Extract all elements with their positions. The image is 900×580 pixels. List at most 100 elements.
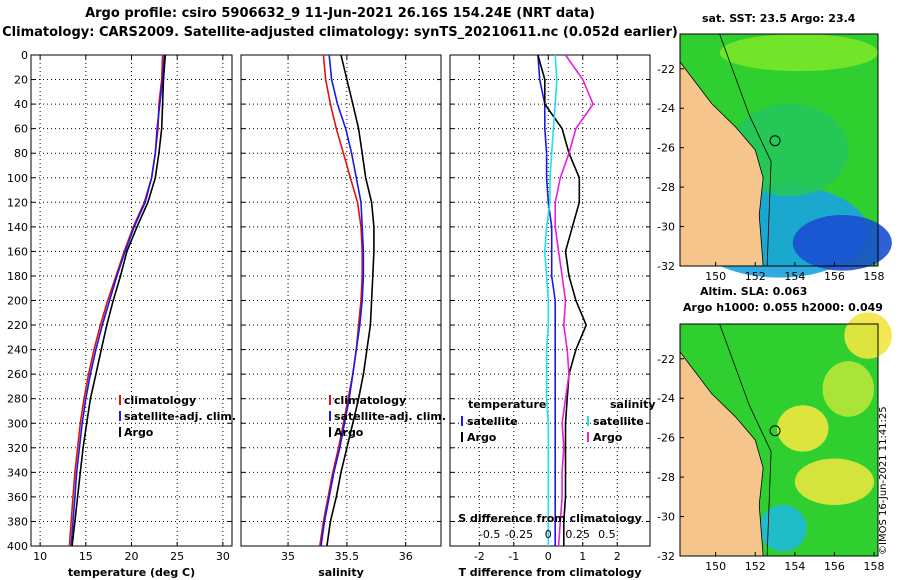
map-sst (679, 33, 892, 278)
series-s-argo (554, 54, 595, 547)
x-tick-label: 30 (216, 550, 230, 563)
title-line-2: Climatology: CARS2009. Satellite-adjuste… (2, 25, 678, 40)
series-t-satellite (537, 54, 557, 546)
x-tick-label: 1 (579, 550, 586, 563)
argo-float-marker (769, 135, 781, 147)
map-field-patch (844, 312, 892, 359)
legend-label: Argo (334, 426, 364, 439)
series-s-satellite (543, 54, 558, 546)
map-field-patch (792, 214, 892, 271)
map-y-tick-label: -26 (657, 432, 675, 445)
s-tick-label: 0.5 (598, 528, 616, 541)
x-tick-label: 35 (281, 550, 295, 563)
map-x-tick-label: 158 (864, 270, 885, 283)
legend-label-s: Argo (593, 431, 623, 444)
series-satellite (70, 54, 166, 547)
sst-map-title: sat. SST: 23.5 Argo: 23.4 (702, 12, 856, 25)
map-x-tick-label: 156 (824, 560, 845, 573)
legend-label: climatology (124, 394, 196, 407)
x-tick-label: 0 (545, 550, 552, 563)
legend-label-t: satellite (467, 415, 518, 428)
x-axis-label-temperature: temperature (deg C) (68, 566, 195, 579)
depth-tick-label: 80 (14, 147, 28, 160)
map-x-tick-label: 154 (784, 560, 805, 573)
legend-label: satellite-adj. clim. (334, 410, 446, 423)
map-field-patch (822, 361, 875, 417)
s-tick-label: -0.5 (479, 528, 500, 541)
depth-tick-label: 120 (7, 196, 28, 209)
depth-tick-label: 320 (7, 442, 28, 455)
map-x-tick-label: 152 (745, 270, 766, 283)
x-axis-label-difference: T difference from climatology (458, 566, 641, 579)
map-x-tick-label: 152 (745, 560, 766, 573)
legend-label-t: Argo (467, 431, 497, 444)
map-frame (679, 323, 879, 557)
map-x-tick-label: 158 (864, 560, 885, 573)
legend-label-s: satellite (593, 415, 644, 428)
plot-frame-difference (449, 54, 651, 547)
map-field-patch (777, 405, 829, 452)
map-field-patch (794, 458, 875, 505)
map-y-tick-label: -28 (657, 181, 675, 194)
map-y-tick-label: -32 (657, 260, 675, 273)
depth-tick-label: 360 (7, 491, 28, 504)
x-tick-label: 15 (79, 550, 93, 563)
plot-frame-temperature (30, 54, 233, 547)
sla-map-title-1: Altim. SLA: 0.063 (700, 285, 808, 298)
s-tick-label: -0.25 (505, 528, 533, 541)
s-tick-label: 0 (545, 528, 552, 541)
legend-label: satellite-adj. clim. (124, 410, 236, 423)
depth-tick-label: 100 (7, 172, 28, 185)
depth-tick-label: 20 (14, 74, 28, 87)
depth-tick-label: 0 (21, 49, 28, 62)
sla-map-title-2: Argo h1000: 0.055 h2000: 0.049 (683, 301, 883, 314)
series-climatology (319, 54, 364, 547)
depth-tick-label: 160 (7, 245, 28, 258)
map-sla (679, 312, 892, 557)
argo-float-marker (769, 425, 781, 437)
series-satellite (320, 54, 365, 547)
map-frame (679, 33, 879, 267)
depth-tick-label: 180 (7, 270, 28, 283)
depth-tick-label: 300 (7, 417, 28, 430)
map-y-tick-label: -22 (657, 63, 675, 76)
s-tick-label: 0.25 (565, 528, 590, 541)
series-argo (71, 54, 167, 547)
legend-title-salinity: salinity (610, 398, 656, 411)
imos-credit-stamp: ©IMOS 16-Jun-2021 11:41:25 (878, 406, 889, 555)
depth-tick-label: 260 (7, 368, 28, 381)
legend-title-temperature: temperature (468, 398, 546, 411)
map-field-patch (719, 34, 878, 72)
x-tick-label: 20 (125, 550, 139, 563)
legend-label: climatology (334, 394, 406, 407)
x-tick-label: -2 (474, 550, 485, 563)
depth-tick-label: 140 (7, 221, 28, 234)
map-y-tick-label: -24 (657, 392, 675, 405)
title-line-1: Argo profile: csiro 5906632_9 11-Jun-202… (85, 6, 595, 21)
x-tick-label: 25 (170, 550, 184, 563)
depth-tick-label: 220 (7, 319, 28, 332)
map-y-tick-label: -22 (657, 353, 675, 366)
depth-tick-label: 280 (7, 393, 28, 406)
x-tick-label: 36 (399, 550, 413, 563)
map-x-tick-label: 156 (824, 270, 845, 283)
depth-tick-label: 200 (7, 295, 28, 308)
depth-tick-label: 400 (7, 540, 28, 553)
series-argo (326, 54, 375, 547)
depth-tick-label: 40 (14, 98, 28, 111)
x-tick-label: 35.5 (335, 550, 360, 563)
x-tick-label: 10 (33, 550, 47, 563)
map-x-tick-label: 150 (705, 270, 726, 283)
depth-tick-label: 240 (7, 344, 28, 357)
map-y-tick-label: -24 (657, 102, 675, 115)
depth-tick-label: 380 (7, 515, 28, 528)
map-shelf-contour (719, 323, 772, 557)
map-x-tick-label: 150 (705, 560, 726, 573)
depth-tick-label: 340 (7, 466, 28, 479)
map-y-tick-label: -26 (657, 142, 675, 155)
x-tick-label: 2 (614, 550, 621, 563)
series-t-argo (537, 54, 588, 546)
s-axis-label: S difference from climatology (458, 512, 642, 525)
map-y-tick-label: -28 (657, 471, 675, 484)
